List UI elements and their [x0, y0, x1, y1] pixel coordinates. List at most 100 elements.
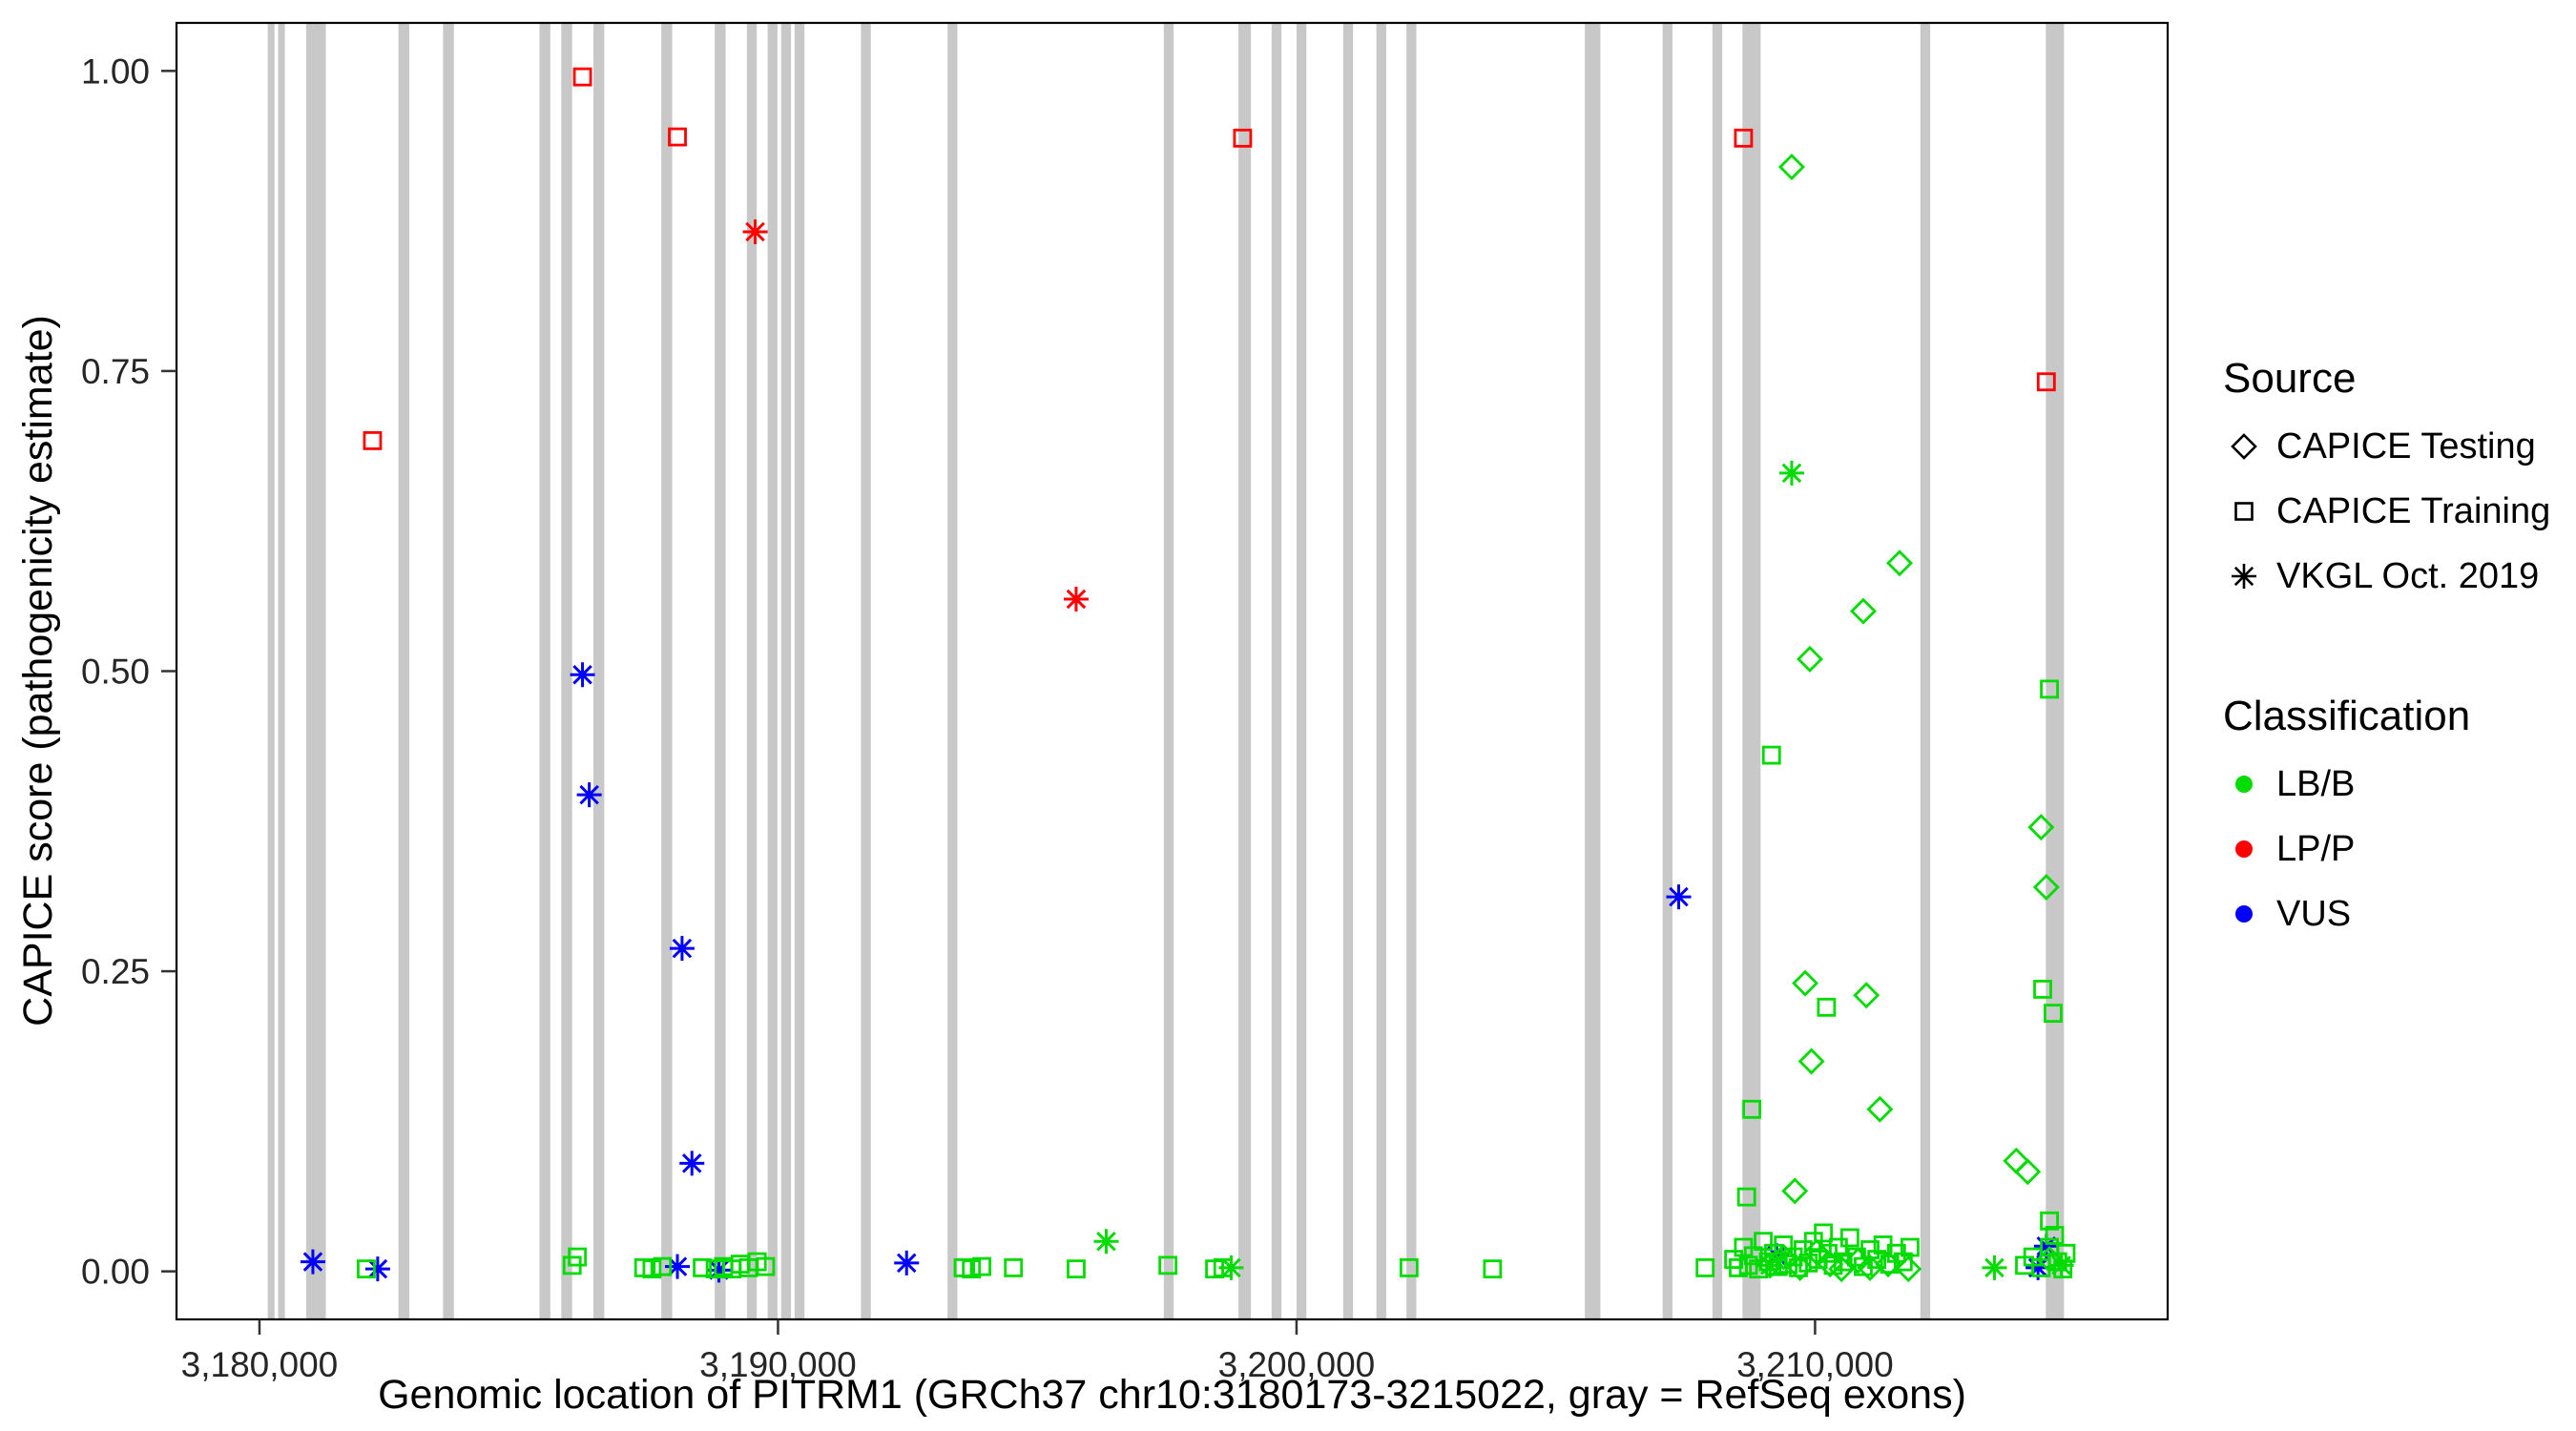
data-point-square	[2040, 1211, 2059, 1231]
y-axis-title: CAPICE score (pathogenicity estimate)	[15, 315, 61, 1027]
data-point-diamond	[1797, 645, 1823, 673]
data-point-square	[1893, 1252, 1913, 1272]
data-point-square	[1814, 1223, 1834, 1243]
data-point-square	[568, 1247, 588, 1267]
data-point-asterisk	[570, 662, 595, 688]
data-point-square	[972, 1256, 991, 1276]
legend-item-capice-testing: CAPICE Testing	[2223, 425, 2550, 467]
data-point-square	[1736, 1187, 1756, 1207]
y-tick-label: 0.75	[81, 352, 150, 391]
exon-bar	[1662, 23, 1672, 1319]
x-tick-label: 3,210,000	[1736, 1345, 1894, 1384]
x-tick-label: 3,200,000	[1218, 1345, 1376, 1384]
exon-bar	[561, 23, 572, 1319]
square-icon	[2223, 490, 2265, 532]
data-point-asterisk	[576, 782, 602, 808]
data-point-square	[1729, 1257, 1748, 1277]
legend-label-vus: VUS	[2276, 893, 2352, 934]
data-point-square	[962, 1259, 982, 1279]
y-tick-label: 0.00	[81, 1253, 150, 1292]
data-point-square	[1399, 1257, 1419, 1277]
exon-bar	[1742, 23, 1761, 1319]
data-point-diamond	[2027, 814, 2055, 841]
data-point-square	[1798, 1253, 1818, 1273]
data-point-diamond	[1777, 154, 1805, 180]
data-point-square	[2056, 1243, 2076, 1263]
data-point-square	[1789, 1257, 1808, 1277]
data-point-diamond	[2003, 1147, 2030, 1174]
data-point-square	[1213, 1257, 1233, 1277]
data-point-asterisk	[1093, 1229, 1119, 1255]
data-point-square	[1158, 1255, 1178, 1275]
data-point-square	[1738, 1255, 1758, 1275]
data-point-diamond	[1886, 550, 1913, 577]
data-point-diamond	[1797, 1047, 1825, 1075]
exon-bar	[861, 23, 871, 1319]
y-tick-label: 1.00	[81, 52, 150, 91]
data-point-square	[363, 430, 383, 450]
legend-classification-title: Classification	[2223, 693, 2471, 739]
exon-bar	[278, 23, 285, 1319]
data-point-diamond	[2032, 874, 2060, 901]
data-point-square	[1067, 1259, 1086, 1279]
data-point-square	[2040, 679, 2059, 699]
data-point-diamond	[1792, 969, 1819, 997]
exon-bar	[780, 23, 792, 1319]
data-point-asterisk	[669, 936, 695, 962]
data-point-asterisk	[1666, 884, 1692, 910]
legend-item-lbb: LB/B	[2223, 763, 2550, 805]
data-point-square	[1004, 1257, 1024, 1277]
diamond-icon	[2223, 425, 2265, 467]
data-point-asterisk	[2048, 1253, 2074, 1278]
legend-item-capice-training: CAPICE Training	[2223, 490, 2550, 532]
data-point-square	[1734, 128, 1754, 148]
data-point-asterisk	[364, 1256, 390, 1282]
data-point-asterisk	[1982, 1255, 2007, 1280]
exon-bar	[1296, 23, 1307, 1319]
legend-label-lpp: LP/P	[2276, 828, 2356, 869]
data-point-square	[1483, 1259, 1503, 1279]
data-point-square	[756, 1256, 776, 1276]
data-point-square	[1774, 1235, 1794, 1255]
data-point-asterisk	[742, 218, 768, 244]
legend-label-vkgl: VKGL Oct. 2019	[2276, 555, 2540, 596]
y-tick-label: 0.50	[81, 653, 150, 692]
data-point-diamond	[1781, 1177, 1809, 1205]
data-point-square	[1867, 1250, 1887, 1269]
data-point-square	[357, 1259, 376, 1279]
data-point-square	[1754, 1232, 1773, 1252]
exon-bar	[305, 23, 326, 1319]
data-point-asterisk	[300, 1249, 325, 1275]
data-point-square	[693, 1257, 712, 1277]
exon-bar	[1920, 23, 1931, 1319]
data-point-square	[2036, 372, 2056, 392]
exon-bar	[398, 23, 410, 1319]
exon-bar	[1163, 23, 1174, 1319]
legend-source-group: Source CAPICE Testing CAPICE Training	[2223, 355, 2550, 597]
exon-bar	[1406, 23, 1417, 1319]
data-point-diamond	[1895, 1255, 1922, 1283]
data-point-diamond	[1866, 1095, 1894, 1123]
data-point-square	[1839, 1228, 1859, 1248]
data-point-square	[1860, 1240, 1880, 1259]
data-point-square	[1768, 1256, 1788, 1276]
exon-bar	[539, 23, 551, 1319]
exon-bar	[1376, 23, 1386, 1319]
exon-bar	[661, 23, 673, 1319]
asterisk-icon	[2223, 555, 2265, 597]
data-point-square	[2033, 980, 2052, 999]
legend-source-title: Source	[2223, 355, 2357, 402]
red-dot-icon	[2223, 828, 2265, 870]
data-point-asterisk	[894, 1250, 920, 1275]
legend-label-capice-testing: CAPICE Testing	[2276, 425, 2536, 467]
y-tick-label: 0.25	[81, 952, 150, 991]
data-point-square	[1233, 128, 1253, 148]
data-point-asterisk	[665, 1254, 691, 1279]
x-tick-label: 3,190,000	[699, 1345, 857, 1384]
data-point-square	[1695, 1257, 1715, 1277]
legend-label-capice-training: CAPICE Training	[2276, 490, 2551, 531]
legend-label-lbb: LB/B	[2276, 763, 2356, 804]
data-point-square	[1823, 1255, 1843, 1275]
exon-bar	[794, 23, 805, 1319]
